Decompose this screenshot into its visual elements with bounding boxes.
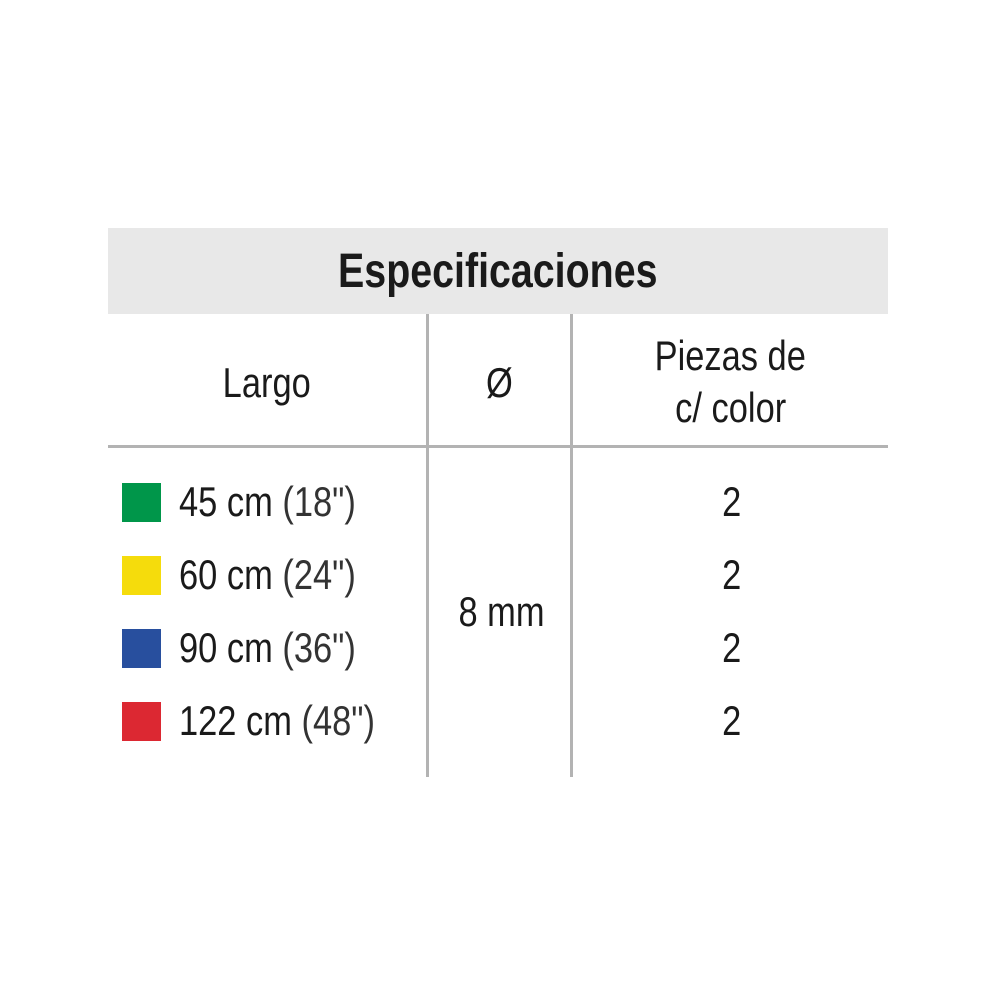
length-cm: 60 cm [179,551,273,598]
length-cm: 122 cm [179,697,292,744]
color-swatch-green [122,482,161,522]
header-largo-text: Largo [222,358,312,406]
column-divider [426,314,429,777]
length-label: 122 cm (48") [179,697,375,745]
header-diameter-text: Ø [486,358,513,406]
pieces-count: 2 [575,696,888,746]
header-largo: Largo [108,355,426,410]
pieces-count: 2 [575,477,888,527]
pieces-text: 2 [721,478,742,525]
length-label: 45 cm (18") [179,478,356,526]
table-row: 45 cm (18") [108,477,427,527]
length-cm: 90 cm [179,624,273,671]
length-label: 90 cm (36") [179,624,356,672]
title-text: Especificaciones [338,244,658,298]
color-swatch-red [122,701,161,741]
length-inches: (36") [282,624,356,671]
table-row: 60 cm (24") [108,550,427,600]
table-title: Especificaciones [108,228,888,314]
table-row: 122 cm (48") [108,696,427,746]
pieces-count: 2 [575,623,888,673]
header-pieces-line2: c/ color [674,384,787,431]
color-swatch-blue [122,628,161,668]
color-swatch-yellow [122,555,161,595]
pieces-text: 2 [721,551,742,598]
column-divider [570,314,573,777]
pieces-count: 2 [575,550,888,600]
length-label: 60 cm (24") [179,551,356,599]
pieces-text: 2 [721,697,742,744]
length-cm: 45 cm [179,478,273,525]
diameter-value: 8 mm [430,587,572,637]
title-band [108,228,888,314]
pieces-text: 2 [721,624,742,671]
header-pieces-line1: Piezas de [654,332,807,379]
table-row: 90 cm (36") [108,623,427,673]
header-diameter: Ø [429,355,570,410]
header-pieces: Piezas de c/ color [573,328,888,436]
header-divider [108,445,888,448]
length-inches: (18") [282,478,356,525]
length-inches: (24") [282,551,356,598]
length-inches: (48") [301,697,375,744]
diameter-text: 8 mm [457,588,545,635]
